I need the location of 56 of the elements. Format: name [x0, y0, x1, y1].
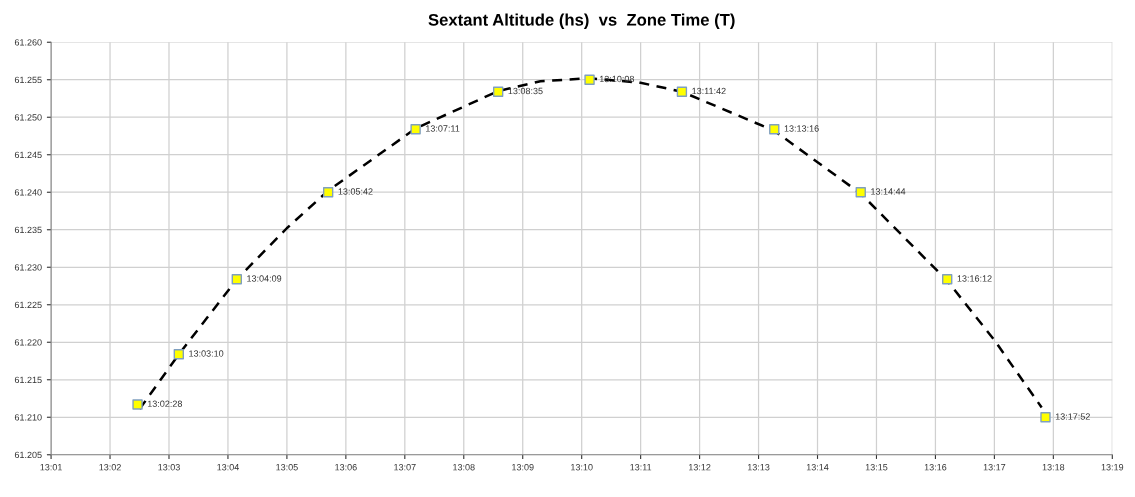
point — [322, 187, 334, 198]
point — [769, 124, 780, 135]
y-tick-label: 61.255 — [14, 76, 42, 84]
x-tick-label: 13:09 — [512, 464, 534, 471]
x-tick-label: 13:10 — [571, 464, 593, 471]
annotation: 13:17:52 — [1055, 413, 1090, 420]
annotation: 13:10:08 — [599, 75, 635, 83]
x-tick-label: 13:19 — [1101, 464, 1124, 471]
annotation: 13:05:42 — [338, 188, 373, 195]
annotation: 13:04:09 — [247, 275, 282, 282]
x-tick-label: 13:15 — [865, 464, 888, 471]
point — [1040, 412, 1051, 423]
point — [231, 274, 242, 285]
x-tick-label: 13:08 — [453, 464, 475, 471]
annotation: 13:07:11 — [426, 125, 460, 132]
x-tick-label: 13:03 — [158, 464, 180, 471]
x-tick-label: 13:05 — [276, 464, 298, 471]
y-tick-label: 61.220 — [14, 339, 42, 346]
x-tick-label: 13:06 — [335, 464, 357, 471]
point — [410, 124, 421, 135]
y-tick-label: 61.210 — [14, 414, 42, 421]
y-tick-label: 61.260 — [14, 39, 42, 46]
annotation: 13:08:35 — [508, 87, 543, 95]
x-tick-label: 13:07 — [394, 464, 416, 471]
point — [173, 349, 185, 360]
x-tick-label: 13:12 — [688, 464, 711, 471]
y-tick-label: 61.240 — [14, 189, 42, 196]
point — [132, 399, 143, 410]
y-tick-label: 61.205 — [14, 451, 42, 459]
x-tick-label: 13:16 — [924, 464, 947, 471]
annotation: 13:02:28 — [147, 400, 183, 407]
y-tick-label: 61.225 — [14, 301, 42, 309]
point — [855, 187, 866, 198]
y-tick-label: 61.230 — [14, 264, 42, 271]
x-tick-label: 13:11 — [630, 464, 652, 471]
x-tick-label: 13:01 — [40, 464, 62, 471]
point — [584, 74, 595, 85]
y-tick-label: 61.235 — [14, 226, 42, 234]
x-tick-label: 13:13 — [747, 464, 770, 471]
annotation: 13:03:10 — [189, 350, 224, 357]
point — [676, 86, 688, 97]
chart-title: Sextant Altitude (hs) vs Zone Time (T) — [428, 13, 735, 30]
annotation: 13:14:44 — [871, 188, 906, 195]
y-tick-label: 61.250 — [14, 114, 42, 121]
y-tick-label: 61.245 — [14, 151, 42, 159]
x-tick-label: 13:02 — [99, 464, 121, 471]
x-tick-label: 13:04 — [217, 464, 239, 471]
point — [492, 86, 504, 97]
y-tick-label: 61.215 — [14, 376, 42, 384]
x-tick-label: 13:18 — [1042, 464, 1065, 471]
annotation: 13:13:16 — [784, 125, 819, 132]
annotation: 13:16:12 — [957, 275, 992, 282]
annotation: 13:11:42 — [692, 87, 726, 95]
x-tick-label: 13:17 — [983, 464, 1006, 471]
point — [942, 274, 953, 285]
x-tick-label: 13:14 — [806, 464, 829, 471]
